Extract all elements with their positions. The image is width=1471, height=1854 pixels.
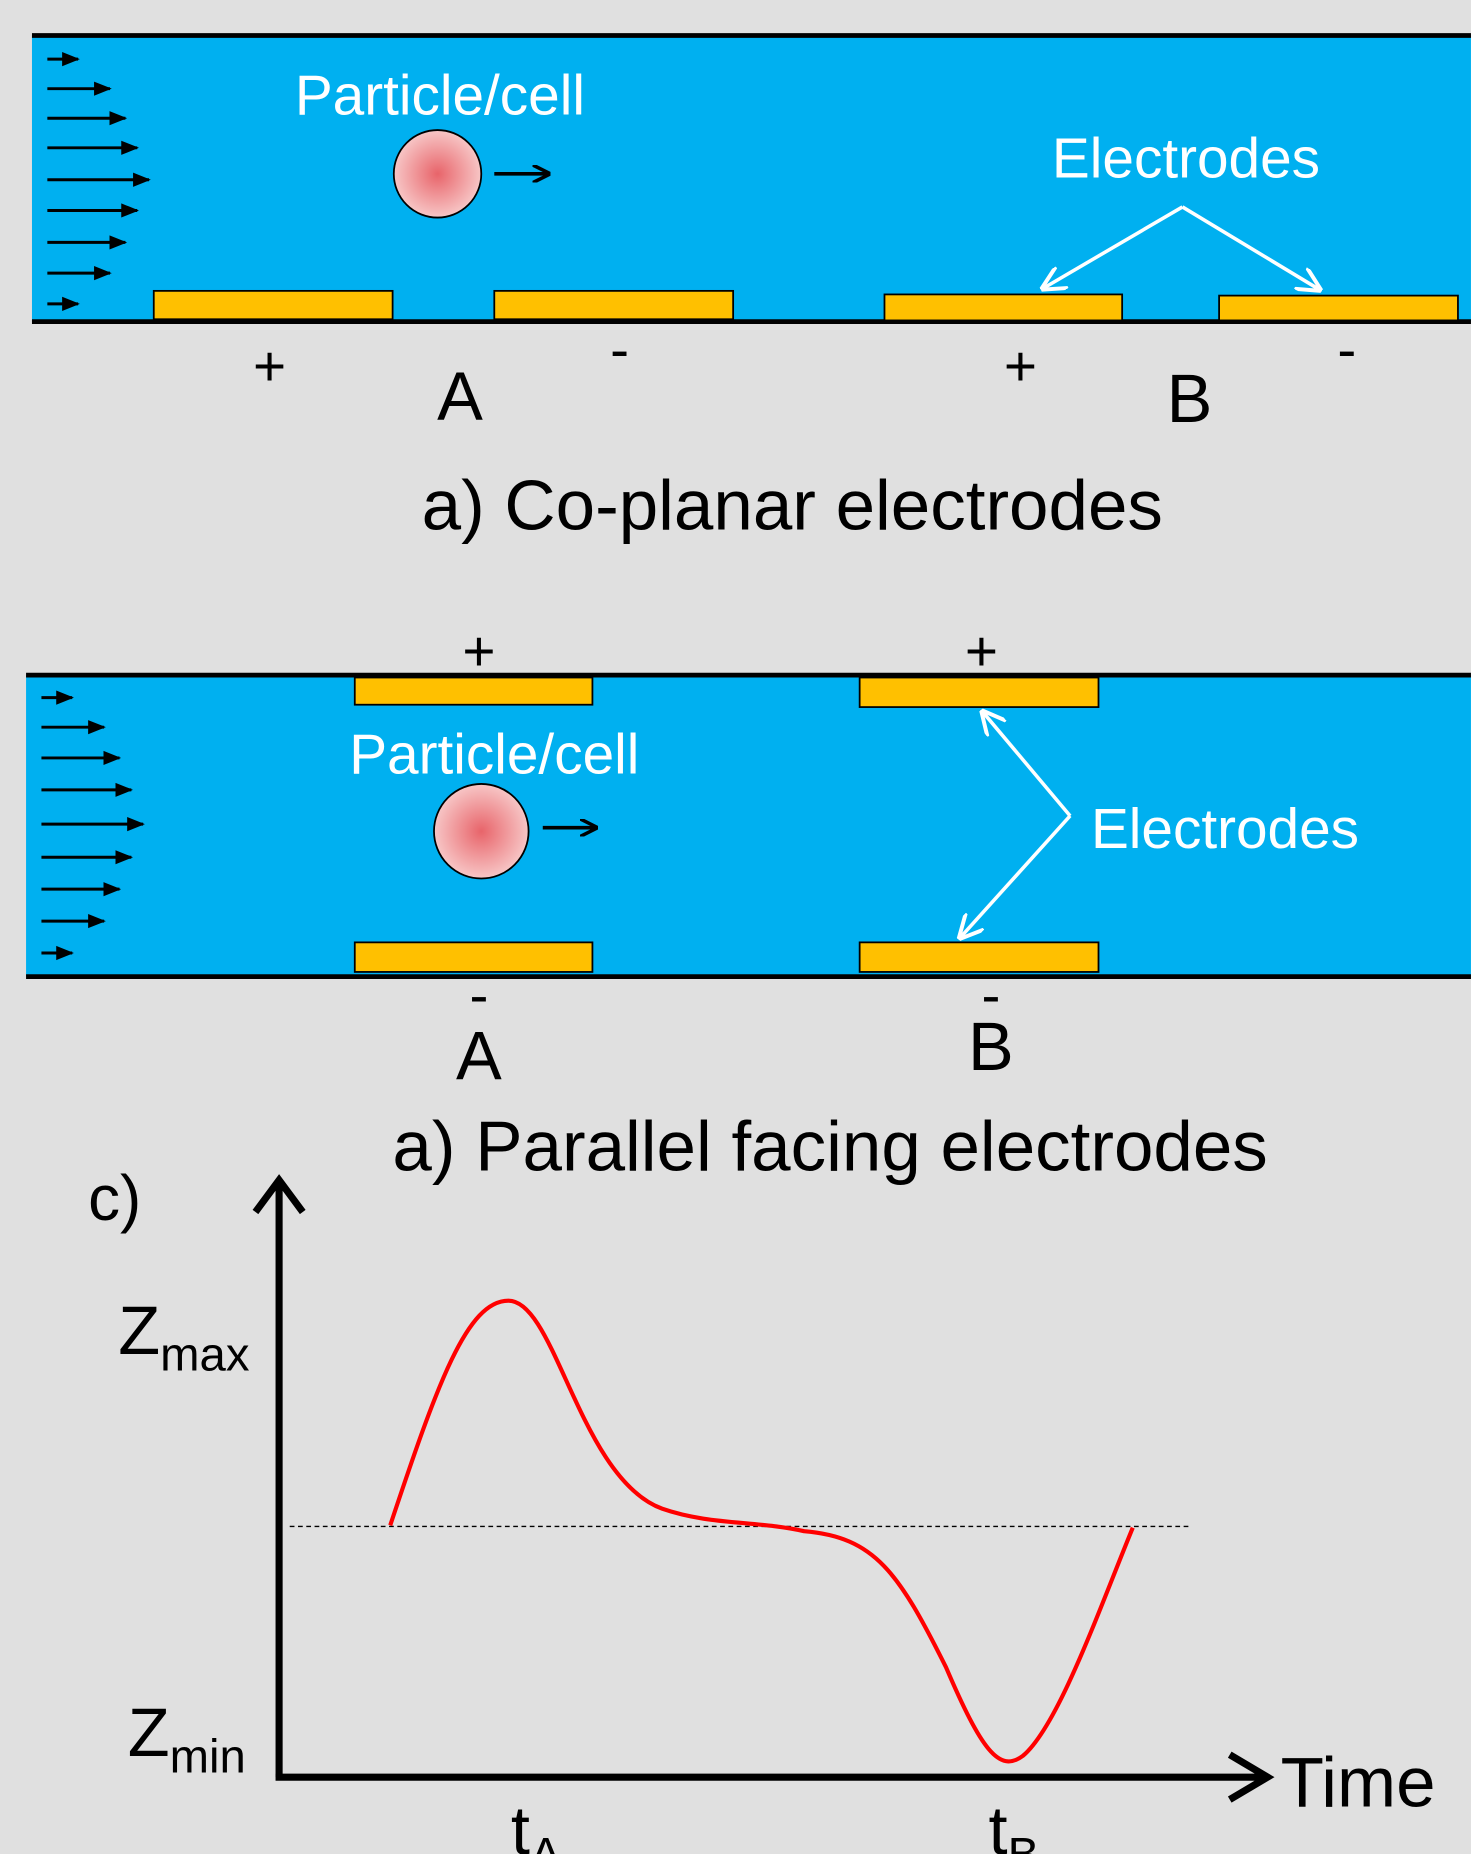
symbol: Z [118,1292,160,1369]
symbol: t [989,1792,1008,1854]
panel-b: Particle/cell Electrodes + + - - A B a) … [26,620,1471,1186]
subscript: min [170,1730,246,1783]
sign: + [253,335,286,398]
subscript: A [530,1829,562,1854]
symbol: t [511,1792,530,1854]
panel-a: Particle/cell Electrodes + - + - A B a) … [32,35,1471,545]
pair-label: B [1167,360,1213,437]
y-axis [255,1180,302,1777]
panel-label: c) [88,1162,141,1234]
electrodes-label: Electrodes [1091,798,1359,861]
sign: + [965,620,998,683]
sign: + [462,620,495,683]
x-axis-label: Time [1281,1744,1436,1823]
symbol: Z [128,1694,170,1771]
pair-label: A [437,358,483,435]
pair-label: A [456,1018,502,1095]
page: {"panel_a": {"particle_label": "Particle… [0,0,1471,1854]
particle-label: Particle/cell [349,723,639,786]
tick-label: tA [511,1792,562,1854]
pair-label: B [968,1008,1014,1085]
particle [434,784,529,879]
sign: - [610,319,629,382]
panel-c: c) Zmax Zmin Time tA tB [88,1162,1435,1854]
electrodes-label: Electrodes [1052,127,1320,190]
y-max-label: Zmax [118,1292,250,1382]
particle [394,130,481,217]
x-axis [276,1755,1268,1800]
tick-label: tB [989,1792,1040,1854]
y-min-label: Zmin [128,1694,246,1784]
impedance-curve [390,1301,1133,1762]
subscript: B [1008,1829,1040,1854]
diagram: Particle/cell Electrodes + - + - A B a) … [0,0,1471,1854]
sign: + [1004,335,1037,398]
subscript: max [160,1328,250,1381]
caption: a) Co-planar electrodes [422,467,1163,546]
caption: a) Parallel facing electrodes [392,1108,1267,1187]
particle-label: Particle/cell [295,65,585,128]
sign: - [1337,319,1356,382]
